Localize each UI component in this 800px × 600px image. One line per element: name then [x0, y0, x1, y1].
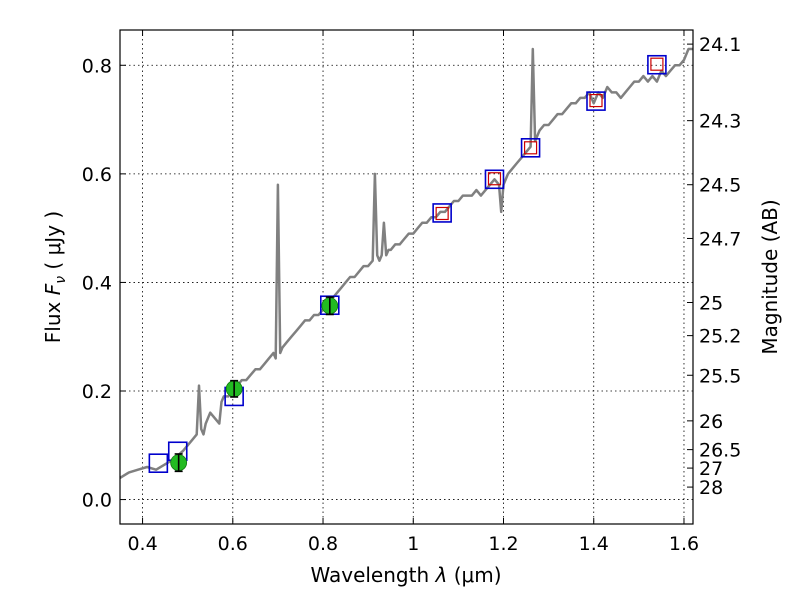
y2-tick-label: 24.1 — [699, 34, 741, 56]
observed-photometry-square — [435, 206, 449, 221]
y2-tick-label: 25 — [699, 293, 723, 315]
x-tick-label: 0.8 — [308, 533, 338, 555]
y-tick-label: 0.4 — [82, 272, 112, 294]
y-tick-label: 0.0 — [82, 490, 112, 512]
x-tick-label: 1 — [407, 533, 419, 555]
y2-tick-label: 27 — [699, 458, 723, 480]
model-photometry-square — [148, 453, 169, 474]
series-layer — [119, 47, 693, 479]
marker-layer — [148, 54, 667, 474]
plot-frame — [119, 29, 694, 525]
observed-photometry-square — [487, 172, 502, 186]
model-photometry-square — [647, 54, 667, 75]
y2-tick-label: 26 — [699, 411, 723, 433]
observed-photometry-square — [589, 93, 603, 108]
model-photometry-square — [520, 138, 541, 158]
y2-tick-label: 25.2 — [699, 326, 741, 348]
observed-photometry-square — [523, 141, 538, 155]
y-tick-label: 0.8 — [82, 55, 112, 77]
x-tick-label: 0.4 — [127, 533, 157, 555]
x-axis-label: Wavelength λ (μm) — [310, 563, 501, 587]
x-tick-label: 1.4 — [579, 533, 609, 555]
y2-axis-label: Magnitude (AB) — [758, 199, 782, 354]
observed-photometry-square — [650, 57, 664, 71]
tick-layer: 0.4 0.6 0.8 1 1.2 1.4 1.6 0.0 0.2 0.4 0.6 0.8 24.1 24… — [82, 30, 741, 555]
grid — [120, 30, 693, 524]
model-photometry-square — [432, 203, 452, 223]
y2-tick-label: 25.5 — [699, 365, 741, 387]
y2-tick-label: 24.7 — [699, 228, 741, 250]
y-tick-label: 0.6 — [82, 164, 112, 186]
y2-tick-label: 28 — [699, 477, 723, 499]
spectrum-line — [119, 47, 693, 479]
model-photometry-square — [484, 169, 505, 190]
y-axis-label: Flux Fν ( μJy ) — [41, 211, 69, 343]
x-tick-label: 0.6 — [218, 533, 248, 555]
y2-tick-label: 24.3 — [699, 111, 741, 133]
model-photometry-square — [586, 91, 606, 111]
y2-tick-label: 26.5 — [699, 440, 741, 462]
x-tick-label: 1.2 — [488, 533, 518, 555]
x-tick-label: 1.6 — [669, 533, 699, 555]
y2-tick-label: 24.5 — [699, 175, 741, 197]
y-tick-label: 0.2 — [82, 381, 112, 403]
